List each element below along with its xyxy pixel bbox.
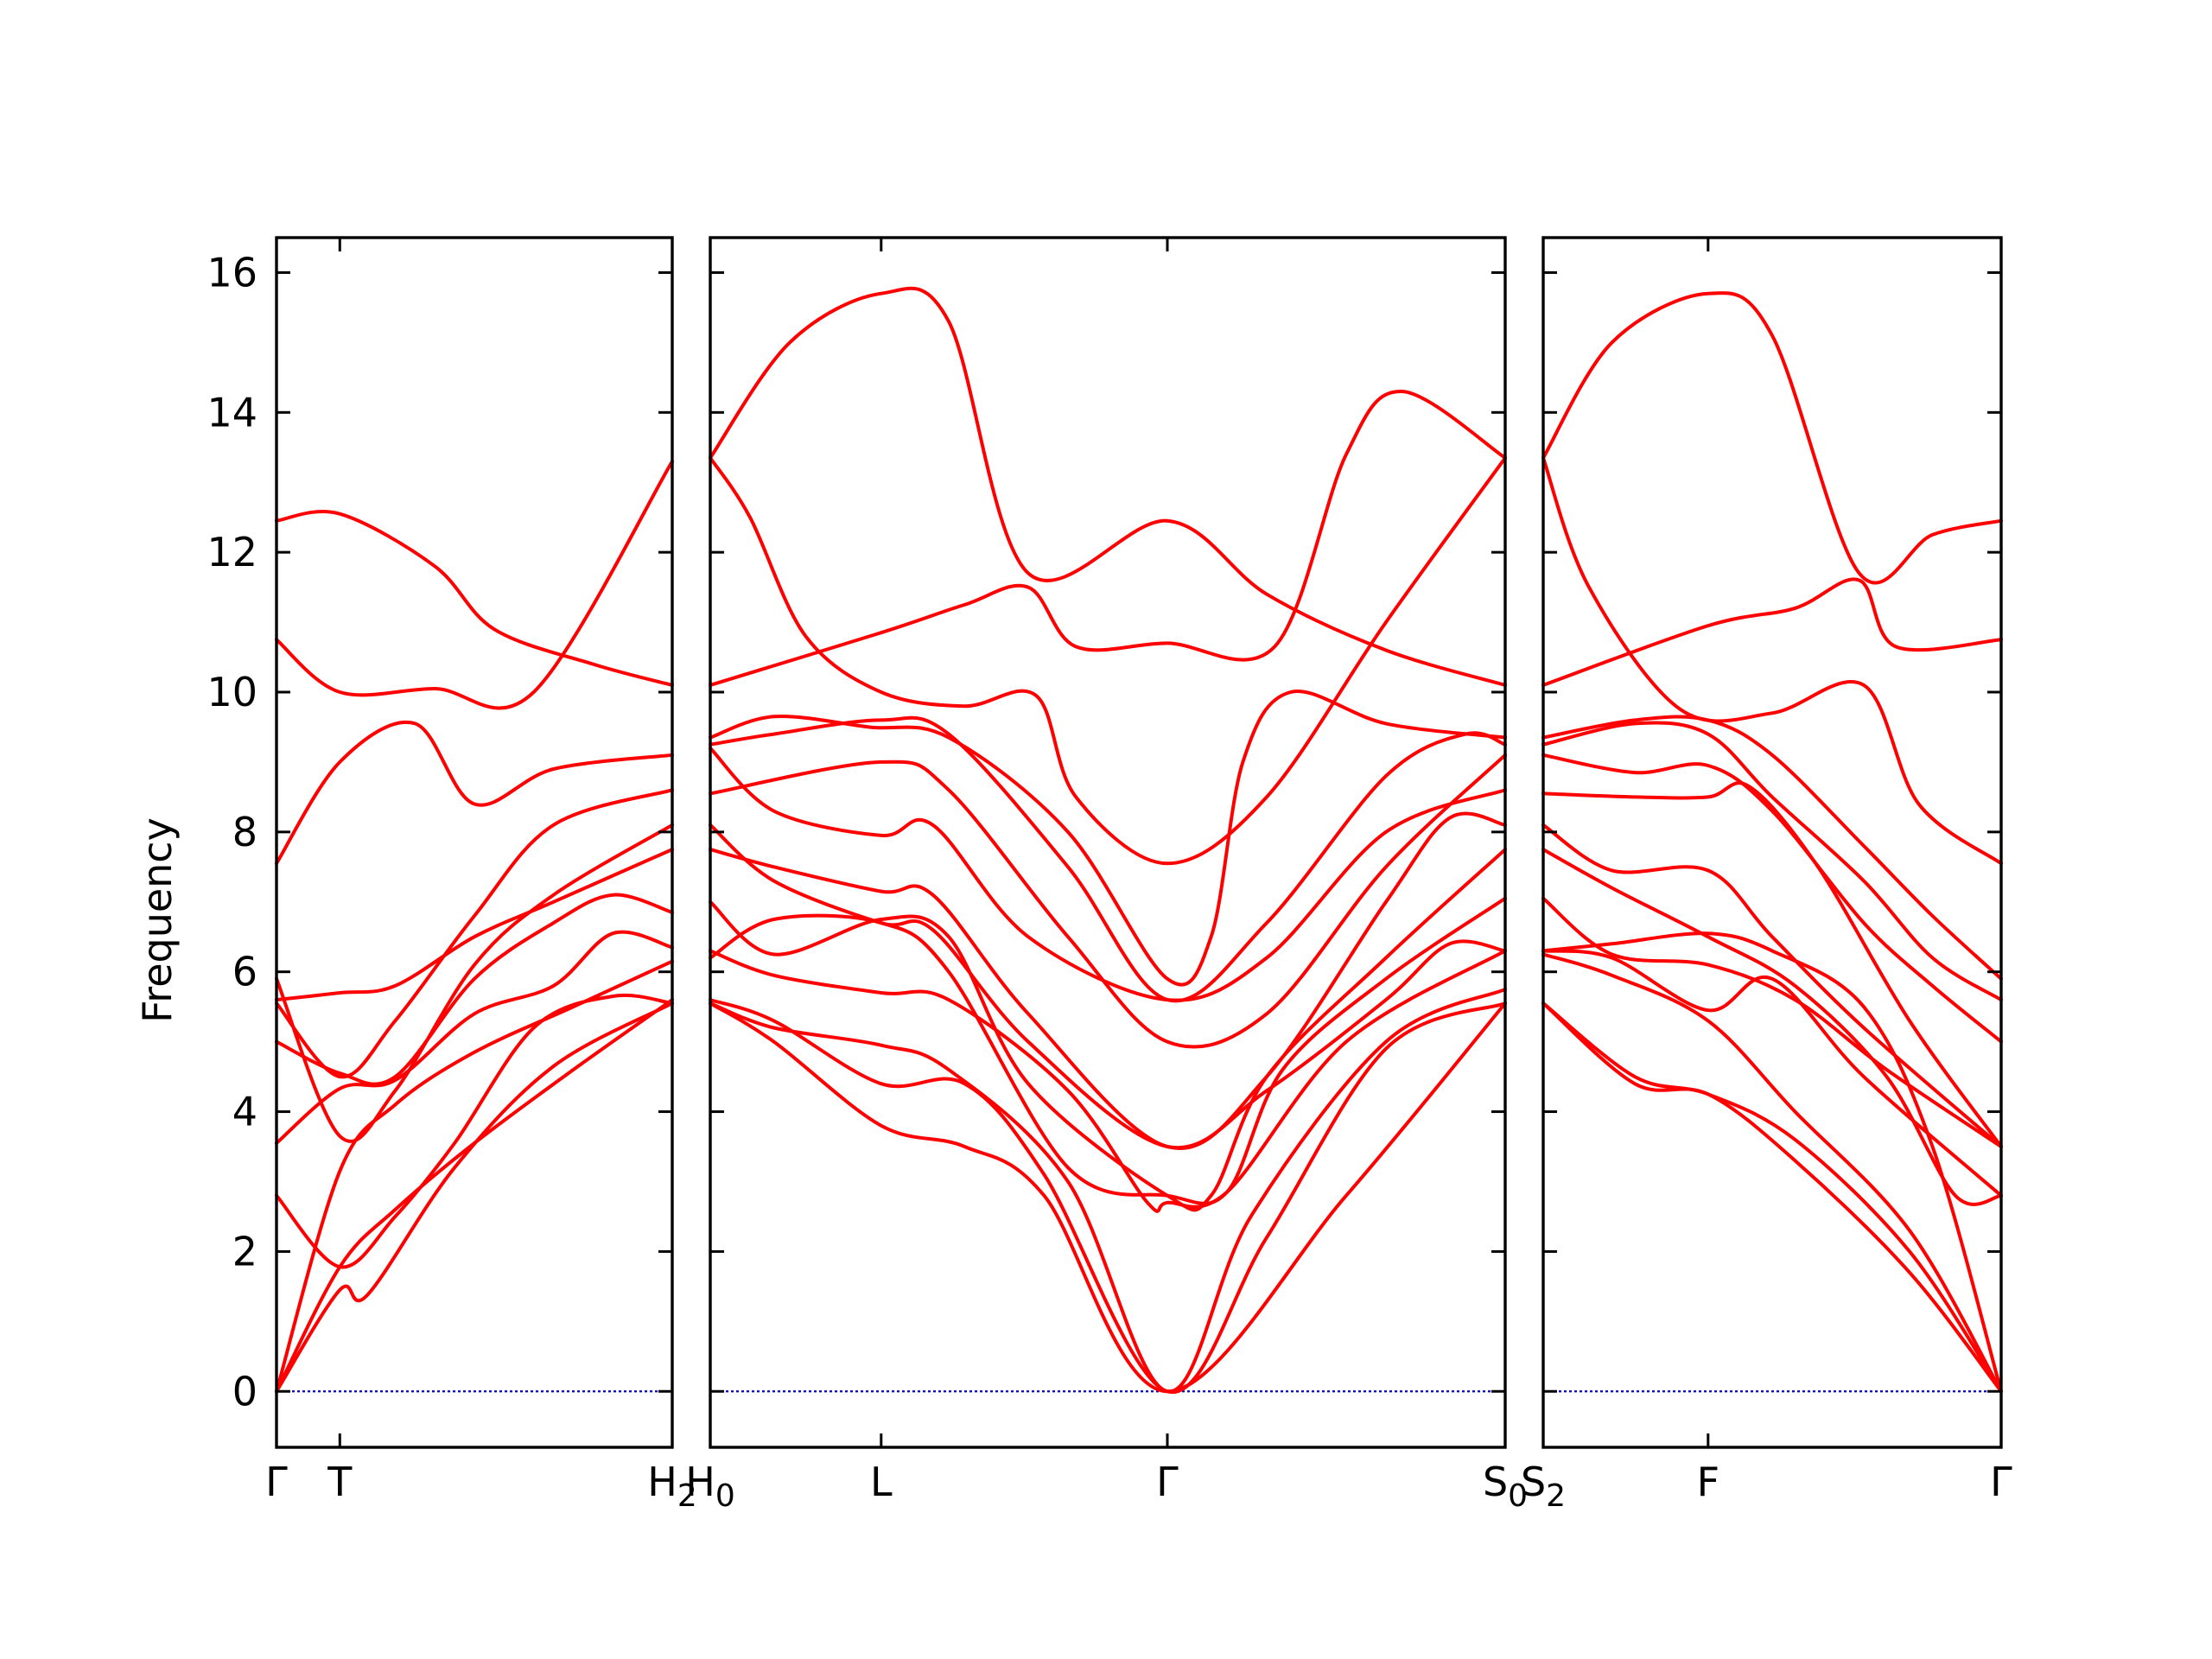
band-line: [709, 286, 1507, 687]
band-line: [275, 823, 674, 1143]
panel-2: H0 L Γ S0: [685, 236, 1528, 1514]
band-line: [709, 753, 1507, 1049]
band-line: [709, 811, 1507, 1150]
band-line: [1541, 455, 2003, 866]
y-tick-label: 16: [207, 249, 257, 296]
x-tick-label: Γ: [1156, 1459, 1179, 1505]
band-line: [275, 721, 674, 866]
band-line: [275, 993, 674, 1269]
band-line: [275, 1001, 674, 1394]
band-line: [275, 930, 674, 1145]
y-tick-label: 6: [232, 949, 257, 995]
band-line: [1541, 753, 2003, 1044]
band-line: [1541, 1001, 2003, 1394]
band-line: [1541, 823, 2003, 1148]
x-tick-label: S2: [1521, 1459, 1566, 1514]
band-line: [709, 987, 1507, 1394]
band-line: [275, 893, 674, 1086]
panel-frame: [709, 236, 1507, 1449]
y-tick-label: 4: [232, 1089, 257, 1135]
band-line: [709, 715, 1507, 1003]
band-line: [709, 690, 1507, 987]
band-line: [1541, 781, 2003, 1148]
y-tick-label: 14: [207, 389, 257, 435]
x-tick-label: L: [870, 1459, 893, 1505]
band-line: [275, 510, 674, 687]
band-line: [1541, 848, 2003, 1206]
y-tick-label: 0: [232, 1368, 257, 1414]
band-line: [1541, 721, 2003, 1002]
band-line: [1541, 931, 2003, 1394]
band-line: [275, 959, 674, 1394]
panel-1: Γ T H2: [265, 236, 697, 1514]
band-line: [275, 848, 674, 1002]
y-tick-labels: 0 2 4 6 8 10 12 14 16: [207, 249, 257, 1414]
band-line: [275, 788, 674, 1079]
band-line: [709, 746, 1507, 1002]
band-line: [709, 949, 1507, 1213]
band-line: [1541, 291, 2003, 585]
band-line: [709, 896, 1507, 1205]
x-tick-label: Γ: [1990, 1459, 2012, 1505]
band-line: [275, 460, 674, 710]
band-line: [709, 998, 1507, 1395]
panel-frame: [275, 236, 674, 1449]
y-axis-label: Frequency: [134, 817, 181, 1023]
y-tick-label: 2: [232, 1228, 257, 1274]
band-line: [709, 389, 1507, 687]
band-line: [1541, 715, 2003, 981]
x-tick-label: T: [327, 1459, 353, 1505]
panel-3: S2 F Γ: [1521, 236, 2012, 1514]
band-line: [1541, 952, 2003, 1394]
band-line: [709, 823, 1507, 1150]
y-tick-label: 10: [207, 669, 257, 715]
x-tick-label: S0: [1483, 1459, 1528, 1514]
x-tick-label: Γ: [265, 1459, 288, 1505]
band-line: [709, 848, 1507, 1212]
band-line: [709, 1001, 1507, 1394]
band-line: [1541, 1001, 2003, 1394]
band-line: [1541, 577, 2003, 687]
band-line: [1541, 949, 2003, 1198]
y-tick-label: 8: [232, 809, 257, 855]
panel-frame: [1541, 236, 2003, 1449]
y-tick-label: 12: [207, 529, 257, 575]
band-line: [709, 455, 1507, 866]
band-line: [275, 998, 674, 1394]
x-tick-label: F: [1697, 1459, 1719, 1505]
